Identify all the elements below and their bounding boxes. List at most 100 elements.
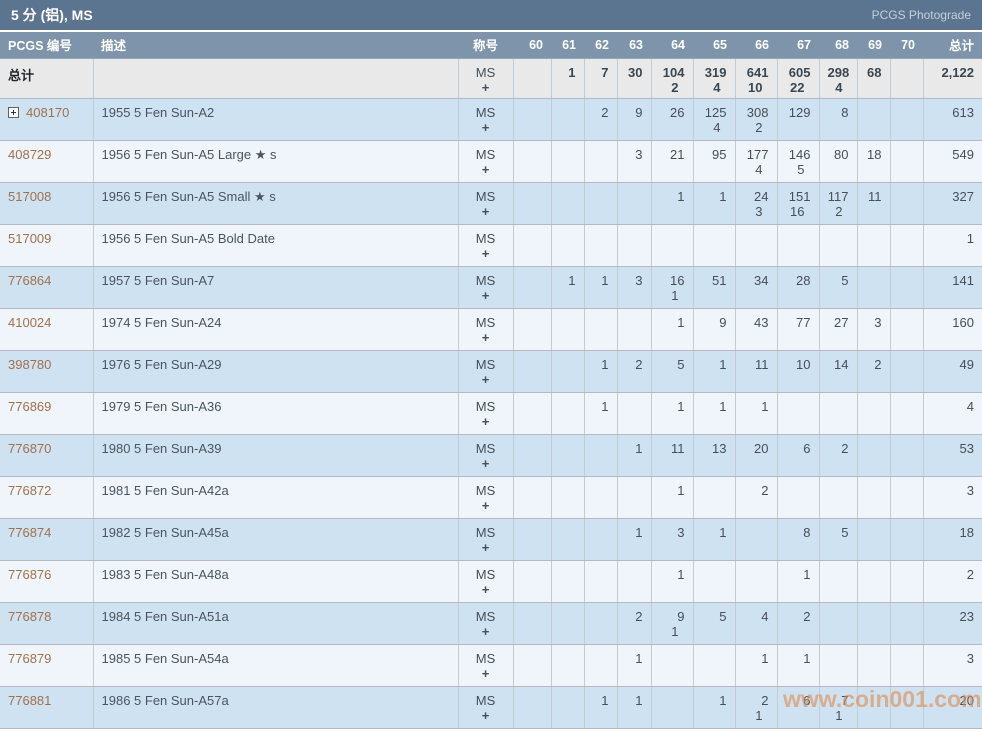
ms-count [522, 231, 543, 246]
pcgs-number-link[interactable]: 517009 [8, 230, 52, 246]
ms-count [866, 609, 882, 624]
grade-cell-64: 26 [650, 98, 693, 141]
plus-count [899, 372, 915, 387]
pcgs-number-cell: 776881 [0, 686, 93, 729]
grade-cell-69 [856, 392, 890, 435]
pcgs-number-link[interactable]: 776869 [8, 398, 52, 414]
pcgs-number-link[interactable]: 517008 [8, 188, 52, 204]
row-total: 141 [952, 272, 974, 288]
grade-cell-63: 1 [616, 434, 651, 477]
expand-row-icon[interactable] [8, 106, 19, 118]
ms-count [660, 231, 685, 246]
ms-count: 18 [867, 146, 882, 162]
ms-count [560, 399, 576, 414]
pcgs-number-link[interactable]: 398780 [8, 356, 52, 372]
plus-count [866, 456, 882, 471]
plus-count [626, 540, 643, 555]
grade-cell-64 [650, 224, 693, 267]
grade-cell-60 [512, 182, 551, 225]
ms-count: 151 [788, 188, 811, 204]
grade-cell-67: 605 22 [776, 58, 819, 99]
pcgs-number-link[interactable]: 776878 [8, 608, 52, 624]
ms-count [560, 357, 576, 372]
pcgs-number-link[interactable]: 776881 [8, 692, 52, 708]
plus-count [866, 666, 882, 681]
ms-count: 1 [719, 398, 727, 414]
grade-cell-69 [856, 98, 890, 141]
ms-count [522, 693, 543, 708]
ms-count: 1 [677, 314, 685, 330]
plus-count [560, 666, 576, 681]
plus-count [702, 246, 727, 261]
grade-cell-66: 308 2 [734, 98, 777, 141]
grade-cell-65 [692, 224, 735, 267]
ms-count: 6 [803, 692, 811, 708]
grade-cell-66: 641 10 [734, 58, 777, 99]
grade-cell-67: 10 [776, 350, 819, 393]
plus-count [522, 456, 543, 471]
plus-count [593, 204, 609, 219]
pcgs-number-link[interactable]: 776874 [8, 524, 52, 540]
plus-count [866, 414, 882, 429]
pcgs-number-link[interactable]: 776872 [8, 482, 52, 498]
grade-cell-62 [583, 518, 617, 561]
grade-cell-66: 177 4 [734, 140, 777, 183]
pcgs-number-link[interactable]: 408729 [8, 146, 52, 162]
pcgs-number-link[interactable]: 408170 [26, 104, 70, 120]
grade-cell-64: 1 [650, 308, 693, 351]
pcgs-number-link[interactable]: 776879 [8, 650, 52, 666]
plus-count [660, 582, 685, 597]
pcgs-number-link[interactable]: 410024 [8, 314, 52, 330]
grade-cell-63 [616, 308, 651, 351]
plus-count [899, 246, 915, 261]
plus-count [560, 582, 576, 597]
grade-cell-66 [734, 224, 777, 267]
table-row: 776870 1980 5 Fen Sun-A39 MS +1 11 13 20 6 2 53 [0, 434, 982, 477]
grade-cell-70 [889, 98, 923, 141]
designation-plus: + [481, 707, 490, 723]
grade-cell-61 [550, 182, 584, 225]
ms-count [828, 567, 849, 582]
plus-count [899, 288, 915, 303]
photograde-link[interactable]: PCGS Photograde [871, 8, 971, 22]
plus-count [522, 582, 543, 597]
ms-count [899, 441, 915, 456]
coin-description: 1979 5 Fen Sun-A36 [101, 398, 222, 414]
grade-cell-68: 298 4 [818, 58, 857, 99]
plus-count [744, 498, 769, 513]
ms-count [626, 231, 643, 246]
total-cell: 18 [922, 518, 982, 561]
pcgs-number-link[interactable]: 776864 [8, 272, 52, 288]
plus-count [899, 414, 915, 429]
ms-count [899, 693, 915, 708]
designation-ms: MS [475, 566, 496, 582]
grade-cell-61 [550, 350, 584, 393]
ms-count [899, 231, 915, 246]
plus-count [522, 372, 543, 387]
pcgs-number-link[interactable]: 776876 [8, 566, 52, 582]
grade-cell-60 [512, 224, 551, 267]
grade-cell-62 [583, 476, 617, 519]
plus-count [899, 582, 915, 597]
grade-cell-65: 1 [692, 182, 735, 225]
ms-count: 1 [601, 692, 609, 708]
column-header-6: 63 [617, 32, 651, 59]
grade-cell-69 [856, 476, 890, 519]
column-header-2: 称号 [458, 32, 513, 59]
pcgs-number-link[interactable]: 776870 [8, 440, 52, 456]
plus-count [626, 246, 643, 261]
column-header-13: 70 [890, 32, 923, 59]
grade-cell-61 [550, 224, 584, 267]
grade-cell-64: 1 [650, 182, 693, 225]
designation-plus: + [481, 203, 490, 219]
grade-cell-60 [512, 58, 551, 99]
plus-count [560, 330, 576, 345]
plus-count [593, 80, 609, 95]
ms-count: 1 [761, 650, 769, 666]
plus-count: 1 [671, 623, 679, 639]
plus-count [626, 624, 643, 639]
grade-cell-70 [889, 140, 923, 183]
plus-count [522, 162, 543, 177]
grade-cell-68 [818, 392, 857, 435]
grade-cell-67 [776, 392, 819, 435]
